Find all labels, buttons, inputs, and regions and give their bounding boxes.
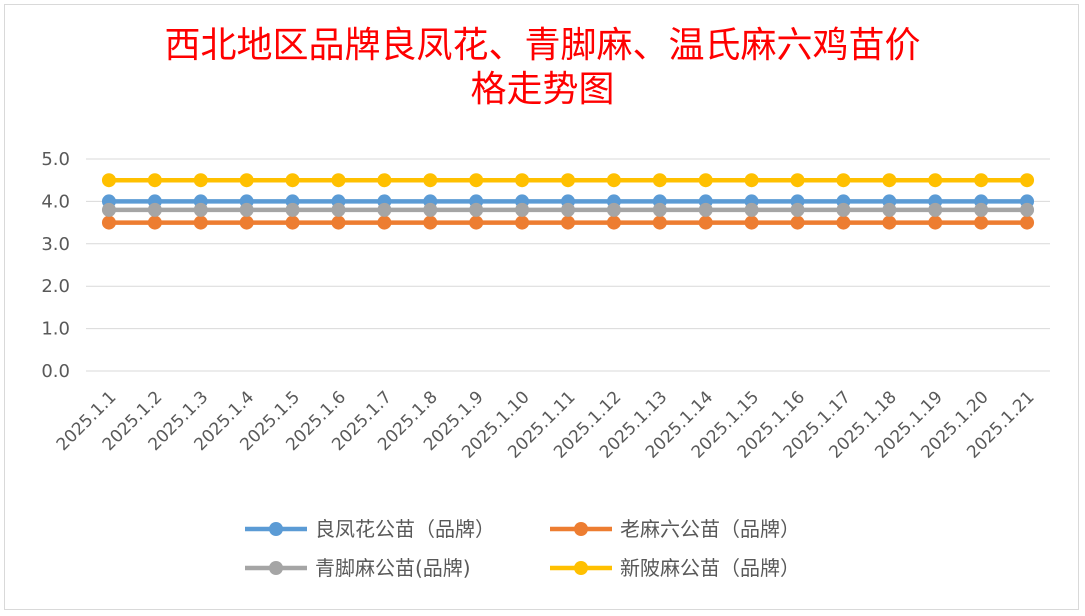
data-point [928, 215, 943, 230]
data-point [698, 202, 713, 217]
data-point [744, 173, 759, 188]
data-point [790, 215, 805, 230]
data-point [974, 173, 989, 188]
data-point [469, 215, 484, 230]
data-point [515, 215, 530, 230]
data-point [790, 173, 805, 188]
data-point [515, 202, 530, 217]
data-point [515, 173, 530, 188]
data-point [469, 173, 484, 188]
data-point [882, 173, 897, 188]
data-point [377, 215, 392, 230]
y-tick-label: 2.0 [41, 276, 70, 297]
data-point [974, 215, 989, 230]
chart-title-line1: 西北地区品牌良凤花、青脚麻、温氏麻六鸡苗价 [164, 25, 921, 66]
legend-swatch-marker [269, 522, 283, 536]
legend-item: 良凤花公苗（品牌） [245, 517, 495, 541]
data-point [1020, 173, 1035, 188]
series-3 [101, 202, 1035, 217]
y-tick-label: 1.0 [41, 319, 70, 340]
data-point [285, 173, 300, 188]
grid-lines [86, 158, 1050, 372]
data-point [423, 173, 438, 188]
y-axis-ticks: 0.0 1.0 2.0 3.0 4.0 5.0 [41, 149, 70, 382]
data-point [285, 215, 300, 230]
legend-swatch-marker [269, 561, 283, 575]
data-point [331, 173, 346, 188]
series-group [101, 173, 1035, 230]
data-point [974, 202, 989, 217]
legend-label: 良凤花公苗（品牌） [315, 517, 495, 541]
legend-label: 新陂麻公苗（品牌） [620, 556, 800, 580]
chart-title-line2: 格走势图 [470, 69, 615, 110]
data-point [285, 202, 300, 217]
legend-label: 青脚麻公苗(品牌) [315, 556, 471, 580]
data-point [377, 202, 392, 217]
data-point [698, 173, 713, 188]
data-point [606, 173, 621, 188]
data-point [1020, 202, 1035, 217]
legend-swatch-marker [574, 522, 588, 536]
data-point [652, 202, 667, 217]
data-point [561, 173, 575, 188]
data-point [928, 173, 943, 188]
data-point [561, 202, 575, 217]
series-4 [101, 173, 1035, 188]
data-point [1020, 215, 1035, 230]
y-tick-label: 3.0 [41, 234, 70, 255]
data-point [836, 215, 851, 230]
data-point [423, 215, 438, 230]
data-point [836, 202, 851, 217]
data-point [193, 215, 208, 230]
data-point [561, 215, 575, 230]
legend-item: 新陂麻公苗（品牌） [550, 556, 800, 580]
data-point [606, 215, 621, 230]
data-point [147, 215, 162, 230]
data-point [744, 215, 759, 230]
y-tick-label: 0.0 [41, 361, 70, 382]
legend-item: 青脚麻公苗(品牌) [245, 556, 471, 580]
chart-title: 西北地区品牌良凤花、青脚麻、温氏麻六鸡苗价 格走势图 [0, 24, 1085, 112]
series-2 [101, 215, 1035, 230]
data-point [698, 215, 713, 230]
data-point [744, 202, 759, 217]
y-tick-label: 4.0 [41, 191, 70, 212]
data-point [928, 202, 943, 217]
data-point [147, 202, 162, 217]
data-point [836, 173, 851, 188]
legend-item: 老麻六公苗（品牌） [550, 517, 800, 541]
legend-label: 老麻六公苗（品牌） [620, 517, 800, 541]
data-point [423, 202, 438, 217]
data-point [652, 173, 667, 188]
data-point [101, 215, 116, 230]
data-point [193, 173, 208, 188]
legend: 良凤花公苗（品牌） 老麻六公苗（品牌） 青脚麻公苗(品牌) 新陂麻公苗（品牌） [245, 517, 800, 580]
data-point [239, 215, 254, 230]
legend-swatch-marker [574, 561, 588, 575]
data-point [239, 173, 254, 188]
data-point [331, 215, 346, 230]
data-point [147, 173, 162, 188]
data-point [469, 202, 484, 217]
x-axis-ticks: 2025.1.12025.1.22025.1.32025.1.42025.1.5… [53, 387, 1039, 462]
data-point [331, 202, 346, 217]
chart-frame [4, 4, 1079, 610]
y-tick-label: 5.0 [41, 149, 70, 170]
data-point [377, 173, 392, 188]
data-point [882, 202, 897, 217]
data-point [239, 202, 254, 217]
data-point [882, 215, 897, 230]
data-point [193, 202, 208, 217]
data-point [101, 202, 116, 217]
data-point [101, 173, 116, 188]
data-point [606, 202, 621, 217]
data-point [790, 202, 805, 217]
data-point [652, 215, 667, 230]
